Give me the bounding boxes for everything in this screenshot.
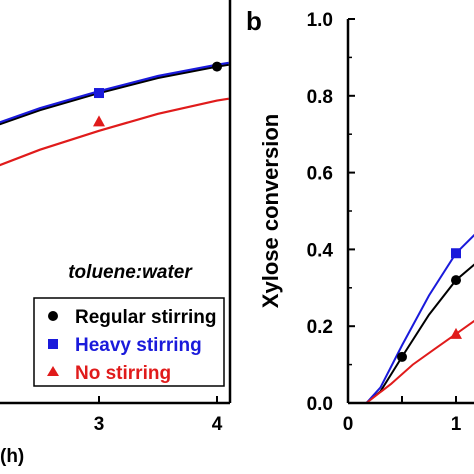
series-line-triangle <box>0 97 229 167</box>
panel-b-x-tick-label: 0 <box>343 414 354 435</box>
panel-b-y-tick-labels: 0.0 0.2 0.4 0.6 0.8 1.0 <box>307 10 334 415</box>
legend-title: toluene:water <box>68 262 193 283</box>
panel-b-y-tick-label: 1.0 <box>307 10 333 31</box>
panel-a-chart: 3 4 (h) toluene:water Regular stirring H… <box>0 0 232 467</box>
panel-b-y-tick-label: 0.6 <box>307 164 333 185</box>
legend-box <box>33 297 225 387</box>
panel-b-label: b <box>246 6 262 36</box>
legend-marker-regular <box>48 311 58 321</box>
data-point-triangle <box>450 327 462 339</box>
legend-label-heavy: Heavy stirring <box>75 335 202 356</box>
legend-label-none: No stirring <box>75 363 171 384</box>
panel-a-x-axis-title: (h) <box>0 446 24 467</box>
legend-label-regular: Regular stirring <box>75 307 216 328</box>
data-point-circle <box>212 61 222 72</box>
data-point-triangle <box>93 115 105 127</box>
panel-a-markers <box>93 61 222 127</box>
data-point-square <box>451 248 461 259</box>
panel-a-tick-label: 3 <box>94 414 105 435</box>
legend-marker-heavy <box>48 339 58 349</box>
panel-b-markers <box>397 248 462 362</box>
panel-b-y-tick-label: 0.2 <box>307 317 333 338</box>
panel-b-chart: b 0.0 0.2 0.4 0.6 0.8 1.0 0 1 Xylose con… <box>246 6 474 435</box>
panel-b-y-tick-label: 0.8 <box>307 87 333 108</box>
panel-b-x-tick-label: 1 <box>451 414 462 435</box>
panel-b-y-tick-label: 0.4 <box>307 240 334 261</box>
panel-a-legend: toluene:water Regular stirring Heavy sti… <box>33 262 225 387</box>
series-line-triangle <box>365 319 474 404</box>
panel-a-tick-label: 4 <box>212 414 223 435</box>
panel-b-y-tick-label: 0.0 <box>307 394 333 415</box>
panel-a-curves <box>0 61 229 167</box>
data-point-circle <box>451 275 461 286</box>
legend-marker-none <box>47 366 59 376</box>
data-point-circle <box>397 351 407 362</box>
panel-b-ticks <box>348 18 457 404</box>
panel-a-ticks <box>98 396 218 403</box>
data-point-square <box>94 88 104 99</box>
series-line-circle <box>0 63 229 126</box>
series-line-square <box>0 61 229 124</box>
panel-b-y-axis-title: Xylose conversion <box>258 114 283 308</box>
